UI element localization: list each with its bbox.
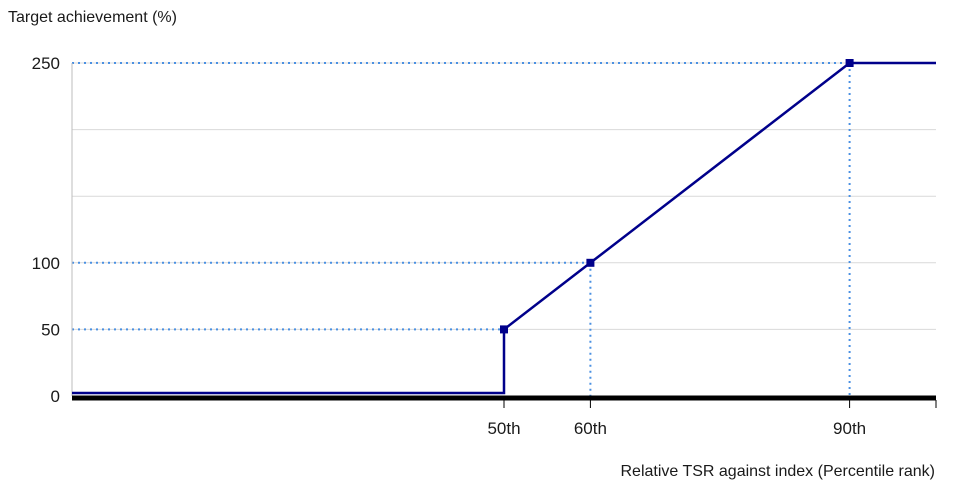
axes	[71, 63, 937, 408]
y-tick-label: 0	[51, 387, 60, 406]
x-tick-label: 90th	[833, 419, 866, 438]
guide-lines	[72, 62, 851, 396]
y-tick-label: 50	[41, 320, 60, 339]
gridlines	[72, 62, 936, 330]
data-point-marker	[586, 258, 595, 267]
x-tick-label: 60th	[574, 419, 607, 438]
data-point-marker	[500, 325, 508, 334]
y-tick-labels: 0 50 100 250	[32, 54, 60, 406]
y-tick-label: 100	[32, 254, 60, 273]
x-axis-label: Relative TSR against index (Percentile r…	[620, 463, 935, 480]
y-tick-label: 250	[32, 54, 60, 73]
series-line	[72, 61, 936, 395]
markers	[500, 59, 854, 334]
y-axis-label: Target achievement (%)	[8, 9, 177, 26]
data-point-marker	[845, 59, 854, 67]
x-tick-label: 50th	[487, 419, 520, 438]
series	[72, 61, 936, 395]
x-tick-labels: 50th 60th 90th	[487, 419, 866, 438]
